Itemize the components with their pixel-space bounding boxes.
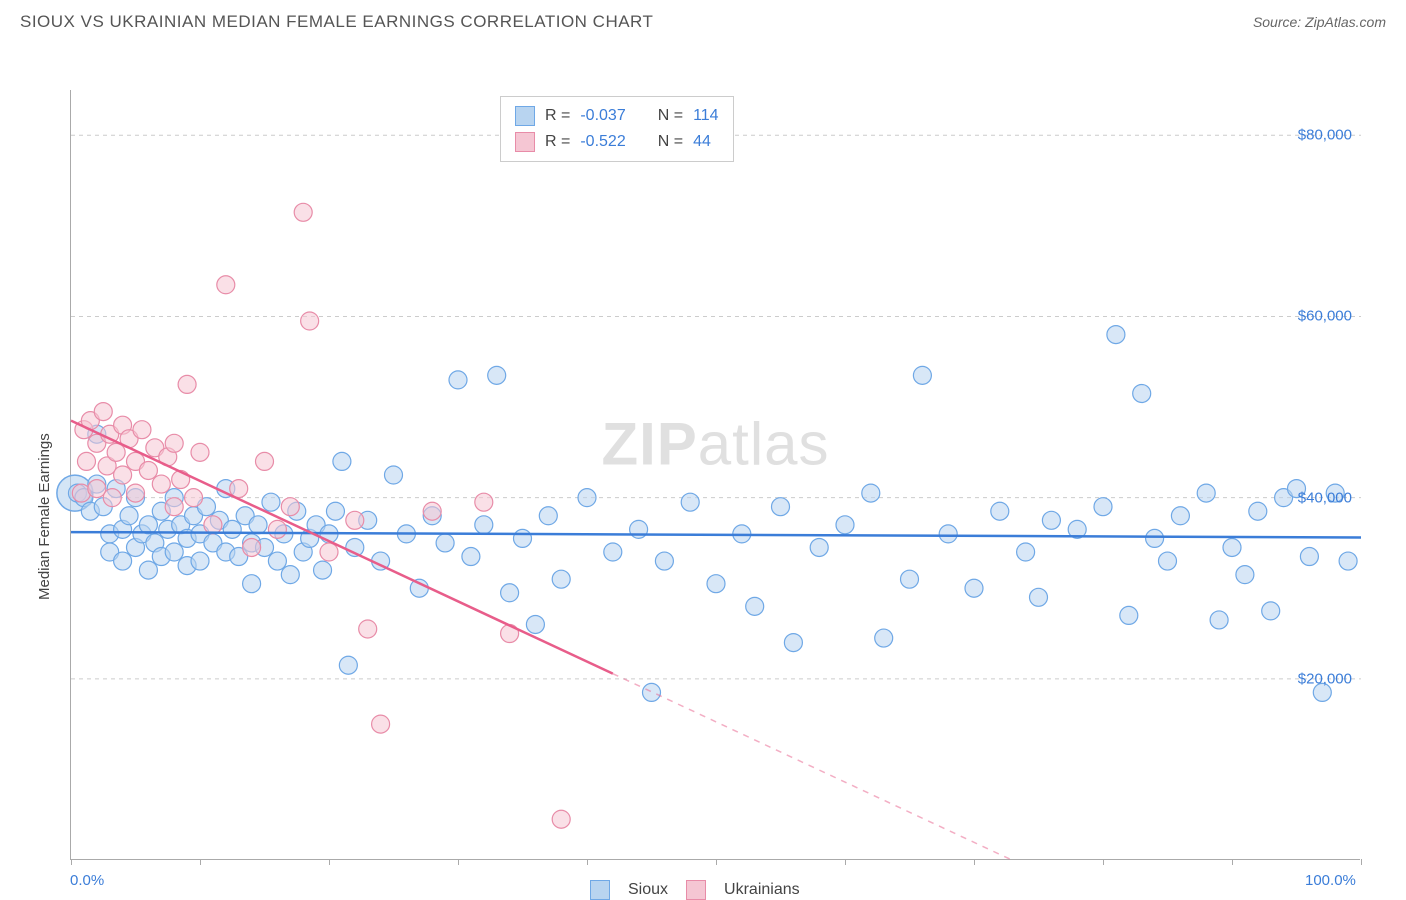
- legend-swatch-ukrainians: [686, 880, 706, 900]
- legend-label-sioux: Sioux: [628, 881, 668, 899]
- x-tick: [1103, 859, 1104, 865]
- stat-row-ukrainians: R = -0.522 N = 44: [515, 129, 719, 155]
- trendlines-svg: [71, 90, 1361, 860]
- x-tick: [974, 859, 975, 865]
- y-tick-label: $80,000: [1298, 127, 1352, 144]
- swatch-sioux: [515, 106, 535, 126]
- x-tick: [458, 859, 459, 865]
- statistics-box: R = -0.037 N = 114 R = -0.522 N = 44: [500, 96, 734, 162]
- y-tick-label: $60,000: [1298, 308, 1352, 325]
- y-axis-title: Median Female Earnings: [36, 433, 53, 600]
- x-tick: [329, 859, 330, 865]
- stat-row-sioux: R = -0.037 N = 114: [515, 103, 719, 129]
- y-tick-label: $20,000: [1298, 670, 1352, 687]
- x-tick: [716, 859, 717, 865]
- source-credit: Source: ZipAtlas.com: [1253, 14, 1386, 30]
- x-tick: [71, 859, 72, 865]
- chart-title: SIOUX VS UKRAINIAN MEDIAN FEMALE EARNING…: [20, 12, 653, 32]
- legend-label-ukrainians: Ukrainians: [724, 881, 800, 899]
- x-tick: [200, 859, 201, 865]
- x-tick: [1232, 859, 1233, 865]
- legend-swatch-sioux: [590, 880, 610, 900]
- legend-bottom: Sioux Ukrainians: [590, 880, 800, 900]
- y-tick-label: $40,000: [1298, 489, 1352, 506]
- x-tick: [587, 859, 588, 865]
- x-tick: [1361, 859, 1362, 865]
- x-tick: [845, 859, 846, 865]
- x-label-right: 100.0%: [1305, 872, 1356, 889]
- plot-area: ZIPatlas $20,000$40,000$60,000$80,000: [70, 90, 1360, 860]
- x-label-left: 0.0%: [70, 872, 104, 889]
- swatch-ukrainians: [515, 132, 535, 152]
